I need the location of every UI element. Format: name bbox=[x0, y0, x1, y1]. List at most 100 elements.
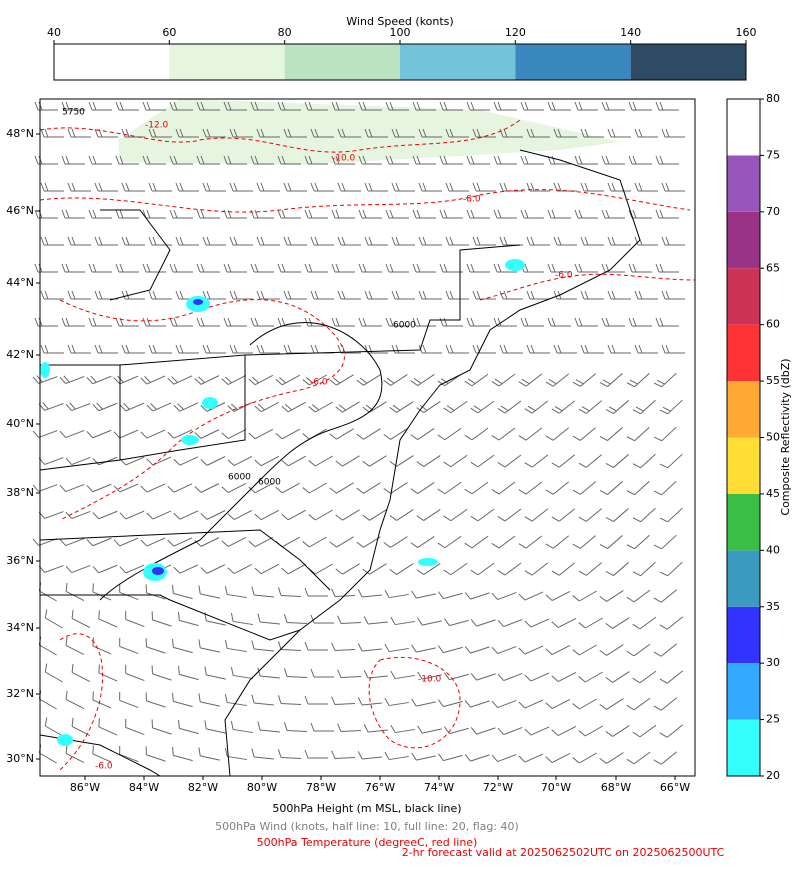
barb-feather bbox=[410, 488, 418, 494]
barb-feather bbox=[551, 570, 560, 576]
wind-barb bbox=[198, 639, 220, 653]
barb-feather bbox=[634, 182, 639, 192]
barb-feather bbox=[626, 650, 635, 657]
barb-feather bbox=[329, 433, 337, 440]
barb-feather bbox=[71, 182, 76, 192]
barb-feather bbox=[335, 460, 343, 467]
wind-barb bbox=[518, 481, 543, 495]
barb-shaft bbox=[369, 401, 387, 413]
wind-barb bbox=[310, 290, 334, 300]
barb-feather bbox=[337, 615, 342, 624]
wind-barb bbox=[526, 128, 550, 138]
barb-feather bbox=[198, 747, 201, 756]
barb-shaft bbox=[531, 454, 549, 468]
barb-feather bbox=[277, 101, 282, 111]
barb-feather bbox=[551, 101, 556, 111]
barb-feather bbox=[283, 236, 288, 246]
barb-feather bbox=[337, 182, 342, 192]
barb-feather bbox=[661, 236, 666, 246]
barb-feather bbox=[308, 209, 313, 219]
barb-feather bbox=[389, 317, 394, 327]
barb-shaft bbox=[179, 456, 199, 466]
barb-feather bbox=[659, 463, 668, 469]
barb-feather bbox=[530, 344, 535, 354]
barb-feather bbox=[503, 182, 508, 192]
barb-shaft bbox=[334, 594, 356, 598]
wind-barb bbox=[437, 645, 463, 654]
barb-feather bbox=[94, 236, 99, 246]
barb-feather bbox=[491, 435, 500, 441]
barb-feather bbox=[412, 263, 417, 273]
barb-feather bbox=[196, 209, 201, 219]
barb-feather bbox=[575, 379, 584, 385]
barb-shaft bbox=[498, 373, 516, 387]
barb-feather bbox=[250, 263, 255, 273]
lat-label: 34°N bbox=[6, 621, 34, 634]
barb-feather bbox=[125, 236, 130, 246]
wind-barb bbox=[470, 673, 496, 681]
barb-feather bbox=[202, 344, 207, 354]
wind-barb bbox=[175, 128, 199, 138]
barb-feather bbox=[175, 128, 180, 138]
barb-feather bbox=[229, 236, 234, 246]
barb-feather bbox=[572, 757, 580, 764]
barb-shaft bbox=[173, 429, 193, 439]
wind-barb bbox=[277, 155, 301, 165]
barb-feather bbox=[437, 542, 446, 549]
barb-shaft bbox=[315, 401, 333, 413]
barb-shaft bbox=[342, 401, 360, 413]
barb-feather bbox=[545, 594, 553, 601]
wind-barb bbox=[632, 670, 657, 684]
barb-shaft bbox=[417, 535, 435, 549]
barb-feather bbox=[98, 344, 103, 354]
barb-feather bbox=[332, 377, 341, 384]
wind-barb bbox=[412, 209, 436, 219]
wind-barb bbox=[88, 263, 112, 273]
wind-barb bbox=[628, 209, 652, 219]
barb-feather bbox=[125, 664, 127, 674]
barb-shaft bbox=[71, 564, 91, 574]
wind-barb bbox=[67, 128, 91, 138]
barb-shaft bbox=[260, 729, 280, 733]
colorbar-segment bbox=[727, 550, 760, 607]
barb-shaft bbox=[477, 454, 495, 468]
barb-shaft bbox=[498, 481, 516, 495]
barb-feather bbox=[551, 263, 556, 273]
barb-feather bbox=[148, 236, 153, 246]
barb-feather bbox=[384, 589, 390, 598]
barb-shaft bbox=[450, 562, 468, 576]
wind-barb bbox=[659, 670, 684, 684]
wind-barb bbox=[221, 537, 247, 547]
barb-feather bbox=[356, 433, 364, 440]
barb-feather bbox=[358, 263, 363, 273]
barb-feather bbox=[61, 263, 66, 273]
wind-barb bbox=[40, 290, 64, 300]
barb-feather bbox=[227, 567, 235, 574]
barb-shaft bbox=[342, 563, 360, 575]
barb-shaft bbox=[558, 454, 576, 468]
wind-barb bbox=[88, 101, 112, 111]
barb-shaft bbox=[309, 374, 327, 386]
wind-barb bbox=[173, 510, 199, 520]
barb-feather bbox=[314, 182, 319, 192]
barb-feather bbox=[493, 263, 498, 273]
wind-barb bbox=[416, 454, 441, 468]
wind-barb bbox=[148, 128, 172, 138]
colorbar-tick-label: 160 bbox=[736, 26, 757, 39]
colorbar-tick-label: 60 bbox=[766, 318, 780, 331]
barb-feather bbox=[251, 640, 255, 650]
barb-shaft bbox=[146, 646, 166, 654]
barb-feather bbox=[146, 263, 151, 273]
wind-barb bbox=[92, 510, 118, 520]
barb-shaft bbox=[531, 562, 549, 576]
wind-barb bbox=[92, 691, 112, 709]
barb-feather bbox=[310, 128, 315, 138]
barb-feather bbox=[499, 344, 504, 354]
wind-barb bbox=[437, 427, 462, 441]
barb-shaft bbox=[369, 563, 387, 575]
barb-shaft bbox=[152, 510, 172, 520]
barb-feather bbox=[605, 676, 613, 683]
wind-barb bbox=[230, 720, 253, 734]
wind-barb bbox=[169, 317, 193, 327]
barb-shaft bbox=[363, 374, 381, 386]
